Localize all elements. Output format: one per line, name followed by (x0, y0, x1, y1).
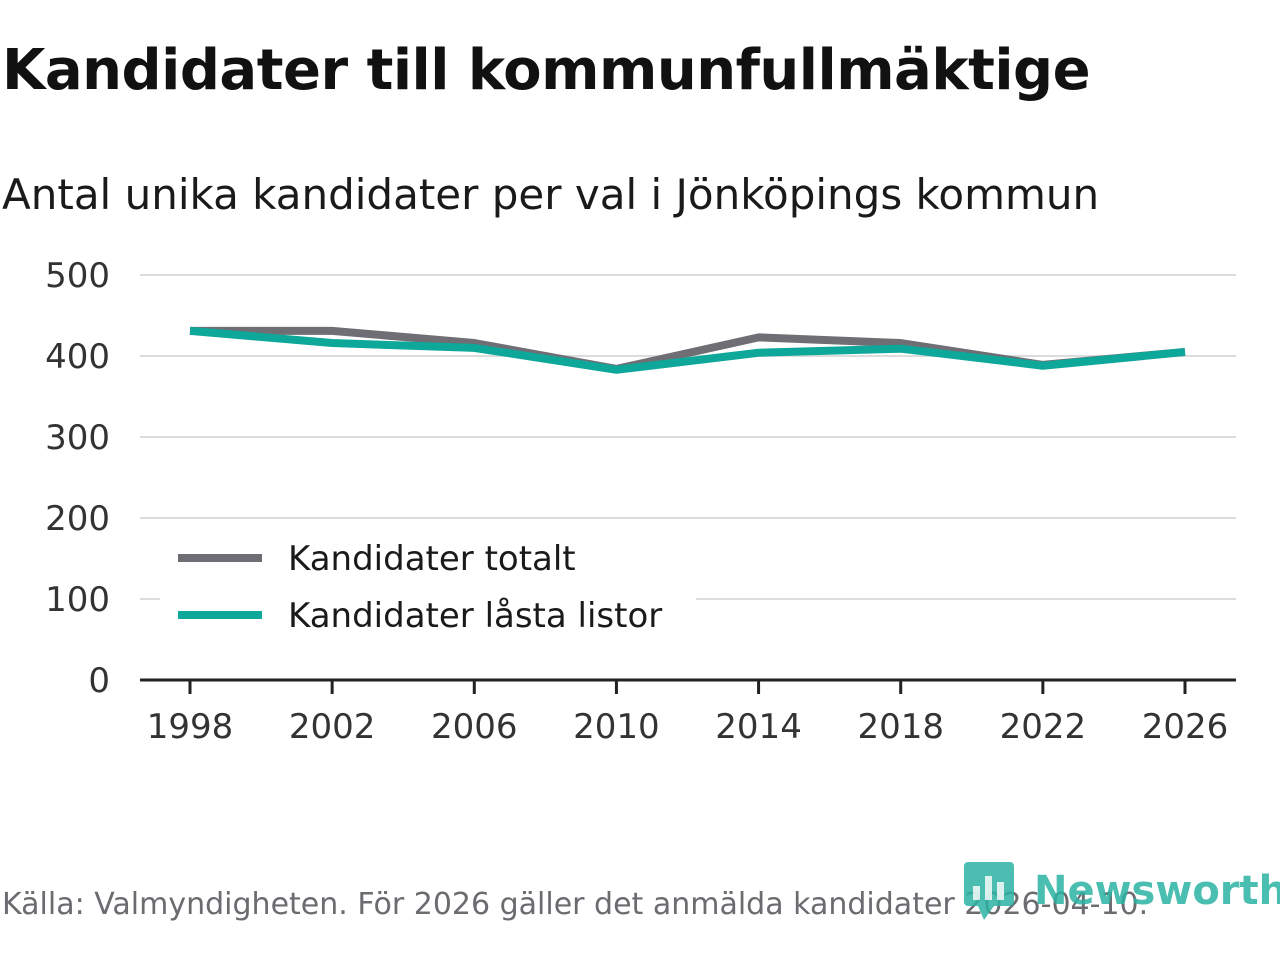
x-tick-label: 2026 (1142, 707, 1229, 747)
x-tick-label: 2006 (431, 707, 518, 747)
newsworthy-logo-icon (964, 862, 1014, 920)
chart-title: Kandidater till kommunfullmäktige (2, 38, 1091, 103)
x-tick-label: 1998 (147, 707, 234, 747)
legend: Kandidater totalt Kandidater låsta listor (160, 528, 696, 648)
x-tick-label: 2018 (857, 707, 944, 747)
y-tick-label: 100 (45, 580, 110, 620)
y-tick-label: 400 (45, 337, 110, 377)
newsworthy-logo-text: Newsworthy (1034, 868, 1280, 914)
series-lines (189, 326, 1186, 374)
y-tick-label: 200 (45, 499, 110, 539)
source-note: Källa: Valmyndigheten. För 2026 gäller d… (2, 887, 1149, 922)
x-tick-label: 2014 (715, 707, 802, 747)
x-tick-label: 2010 (573, 707, 660, 747)
x-tick-label: 2022 (1000, 707, 1087, 747)
legend-label: Kandidater totalt (288, 539, 576, 579)
series-line-2 (189, 326, 1186, 374)
y-tick-label: 300 (45, 418, 110, 458)
legend-background (160, 528, 696, 648)
x-axis-ticks: 1998 2002 2006 2010 2014 2018 2022 2026 (147, 680, 1229, 747)
y-tick-label: 0 (88, 661, 110, 701)
chart-subtitle: Antal unika kandidater per val i Jönköpi… (2, 170, 1100, 219)
y-tick-label: 500 (45, 256, 110, 296)
newsworthy-logo: Newsworthy (964, 862, 1280, 920)
x-tick-label: 2002 (289, 707, 376, 747)
legend-label: Kandidater låsta listor (288, 596, 662, 636)
y-axis-ticks: 0 100 200 300 400 500 (45, 256, 110, 701)
